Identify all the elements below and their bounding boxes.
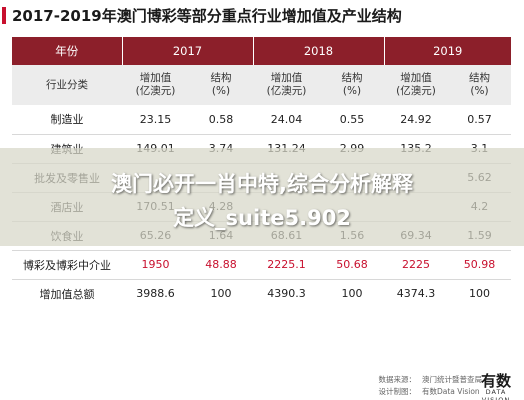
value-added-cell: 3988.6 (136, 287, 175, 301)
value-added-cell: 2225.1 (253, 250, 320, 280)
structure-cell: 50.68 (320, 250, 384, 280)
structure-cell: 0.57 (448, 105, 511, 135)
value-added-header: 增加值 (亿澳元) (253, 65, 320, 105)
year-header-label: 年份 (12, 37, 123, 65)
design-label: 设计制图： (378, 387, 417, 396)
source-value: 澳门统计暨普查局 (422, 375, 482, 384)
table-row: 增加值总额 3988.6 100 4390.3 100 4374.3 100 (12, 279, 511, 308)
value-added-header: 增加值 (亿澳元) (122, 65, 189, 105)
overlay-text-line-2: 定义_suite5.902 (173, 206, 351, 230)
structure-cell: 50.98 (448, 250, 511, 280)
title-bar: 2017-2019年澳门博彩等部分重点行业增加值及产业结构 (0, 0, 524, 30)
structure-cell: 100 (341, 287, 363, 301)
value-added-header: 增加值 (亿澳元) (384, 65, 448, 105)
structure-header: 结构 (%) (189, 65, 253, 105)
structure-cell: 100 (469, 287, 490, 301)
value-added-cell: 4390.3 (267, 287, 306, 301)
title-accent-bar (2, 7, 6, 24)
structure-header: 结构 (%) (320, 65, 384, 105)
structure-cell: 0.55 (320, 105, 384, 135)
design-value: 有数Data Vision (422, 387, 480, 396)
watermark-overlay-band (0, 148, 524, 246)
structure-cell: 48.88 (189, 250, 253, 280)
year-2018-header: 2018 (253, 37, 385, 65)
structure-cell: 0.58 (189, 105, 253, 135)
logo-english-text: DATA VISION (481, 388, 511, 400)
value-added-cell: 24.04 (253, 105, 320, 135)
year-2017-header: 2017 (122, 37, 254, 65)
value-added-cell: 4374.3 (396, 287, 436, 301)
structure-cell: 100 (210, 287, 232, 301)
data-vision-logo: 有数 DATA VISION (472, 368, 520, 400)
footer-labels: 数据来源： 设计制图： (356, 374, 417, 398)
value-added-cell: 24.92 (384, 105, 448, 135)
value-added-cell: 1950 (122, 250, 189, 280)
source-label: 数据来源： (378, 375, 417, 384)
industry-name-cell: 博彩及博彩中介业 (12, 250, 122, 280)
value-added-cell: 2225 (384, 250, 448, 280)
year-2019-header: 2019 (384, 37, 511, 65)
year-header-row: 年份 2017 2018 2019 (12, 37, 511, 65)
industry-name-cell: 增加值总额 (39, 287, 95, 301)
industry-category-header: 行业分类 (12, 65, 122, 105)
logo-chinese-text: 有数 (480, 372, 511, 390)
page-title: 2017-2019年澳门博彩等部分重点行业增加值及产业结构 (12, 7, 402, 25)
value-added-cell: 23.15 (122, 105, 189, 135)
overlay-text-line-1: 澳门必开一肖中特,综合分析解释 (111, 172, 413, 196)
structure-header: 结构 (%) (448, 65, 511, 105)
industry-name-cell: 制造业 (12, 105, 122, 135)
table-row: 制造业 23.15 0.58 24.04 0.55 24.92 0.57 (12, 105, 511, 135)
footer: 数据来源： 设计制图： 澳门统计暨普查局 有数Data Vision 有数 DA… (0, 368, 524, 400)
sub-header-row: 行业分类 增加值 (亿澳元) 结构 (%) 增加值 (亿澳元) 结构 (%) 增加值 (亿… (12, 65, 511, 105)
footer-values: 澳门统计暨普查局 有数Data Vision (422, 374, 482, 398)
table-row: 博彩及博彩中介业 1950 48.88 2225.1 50.68 2225 50.98 (12, 250, 511, 280)
